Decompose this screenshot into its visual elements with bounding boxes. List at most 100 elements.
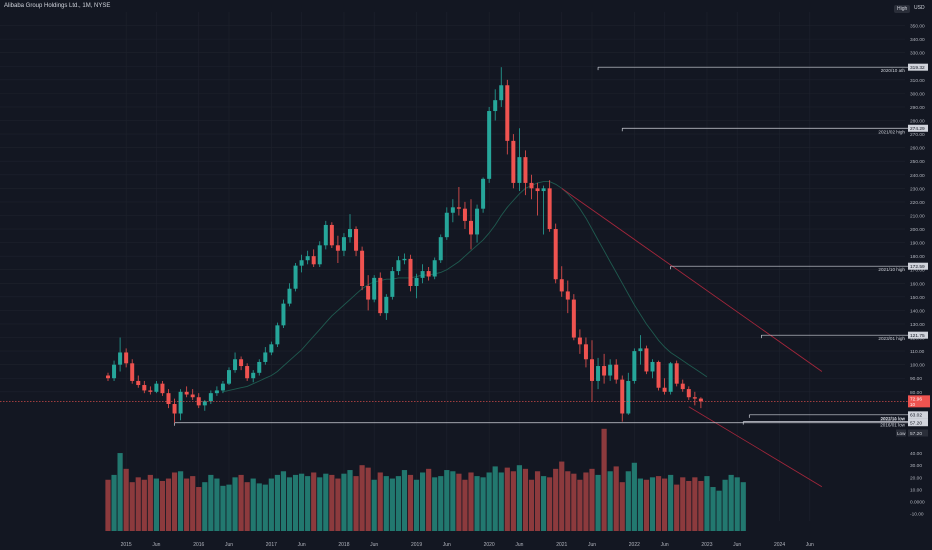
price-tick-label: 150.00 [910, 295, 925, 301]
candle-body [680, 383, 685, 390]
candle-body [692, 397, 697, 399]
volume-bar [208, 474, 214, 531]
price-tick-label: 110.00 [910, 349, 925, 355]
volume-bar [371, 479, 377, 531]
volume-bar [541, 476, 547, 531]
candle-body [668, 363, 673, 392]
volume-bar [117, 453, 123, 531]
currency-label[interactable]: USD [914, 5, 925, 11]
volume-bar [601, 428, 607, 531]
level-lines: 2020/10 ath 2021/02 high 2021/10 high 2023/… [174, 66, 908, 428]
time-tick-label: 2017 [266, 542, 277, 548]
level-label: 2021/02 high [878, 129, 905, 134]
candle-body [462, 208, 467, 221]
time-axis[interactable]: 2015 Jun 2016 Jun 2017 Jun 2018 Jun 2019 Jun 2020 J… [121, 542, 814, 548]
volume-bar [359, 465, 365, 531]
time-tick-label: Jun [152, 542, 160, 548]
volume-bar [686, 480, 692, 531]
candle-body [317, 245, 322, 265]
price-tick-label: 310.00 [910, 78, 925, 84]
candle-body [305, 256, 310, 261]
time-tick-label: 2015 [121, 542, 132, 548]
candle-body [614, 364, 619, 380]
level-label: 2023/01 high [878, 336, 905, 341]
candle-body [644, 348, 649, 372]
candle-body [626, 380, 631, 414]
candle-body [583, 344, 588, 360]
candle-body [565, 291, 570, 300]
candle-body [148, 390, 153, 392]
candle-body [650, 361, 655, 372]
level-price-tag-text: 274.29 [910, 126, 925, 132]
trend-lines [561, 187, 823, 488]
volume-bar [292, 474, 299, 531]
volume-bar [190, 476, 196, 531]
time-tick-label: 2016 [193, 542, 204, 548]
volume-bar [335, 478, 341, 531]
price-tick-label: 220.00 [910, 200, 925, 206]
volume-bar [401, 470, 408, 531]
candle-body [456, 207, 461, 209]
candle-body [299, 260, 304, 266]
volume-bar [153, 478, 159, 531]
candle-body [172, 404, 177, 414]
candle-body [517, 157, 522, 183]
volume-bar [668, 474, 674, 531]
price-tick-label: 100.00 [910, 363, 925, 369]
candle-body [469, 220, 473, 235]
volume-bar [480, 477, 486, 531]
candle-body [487, 111, 492, 179]
volume-bar [268, 478, 274, 531]
candle-body [372, 277, 377, 300]
candle-body [553, 229, 558, 280]
candle-body [577, 337, 582, 345]
candle-body [214, 390, 219, 394]
candle-body [220, 383, 225, 391]
candle-body [414, 277, 419, 286]
candle-body [112, 364, 117, 379]
level-price-tag-text: 63.02 [910, 413, 922, 419]
time-tick-label: Jun [443, 542, 451, 548]
candle-body [674, 363, 679, 384]
candle-body [130, 363, 135, 381]
level-price-tag-text: 172.59 [910, 264, 925, 270]
volume-bar [299, 473, 305, 531]
candle-body [602, 366, 607, 376]
volume-bar [637, 478, 643, 531]
candle-body [263, 352, 268, 362]
price-tick-label: 240.00 [910, 173, 925, 179]
volume-bar [577, 479, 583, 531]
candle-body [541, 188, 546, 192]
level-price-tag [908, 331, 928, 339]
volume-bar [474, 476, 480, 531]
volume-bar [553, 468, 559, 531]
candle-body [402, 258, 407, 261]
candle-body [438, 237, 443, 261]
moving-average [222, 181, 708, 393]
time-tick-label: 2019 [411, 542, 422, 548]
price-source-badge[interactable]: High [894, 5, 911, 13]
candle-body [329, 224, 334, 246]
volume-bar [692, 477, 698, 531]
price-tick-label: 350.00 [910, 24, 925, 30]
candle-body [275, 325, 280, 345]
volume-bar [456, 473, 462, 531]
candle-body [142, 385, 147, 391]
time-tick-label: 2020 [484, 542, 495, 548]
volume-bar [311, 472, 317, 531]
candle-body [620, 379, 625, 414]
time-tick-label: Jun [370, 542, 378, 548]
candle-body [590, 359, 594, 381]
volume-bar [716, 490, 722, 531]
candle-body [511, 140, 516, 183]
volume-bar [643, 479, 650, 531]
level-label: 2021/10 high [878, 267, 905, 272]
volume-bar [444, 470, 450, 531]
price-tick-label: 290.00 [910, 105, 925, 111]
volume-bar [341, 473, 347, 531]
candle-body [444, 212, 449, 238]
candle-body [287, 288, 292, 304]
last-price-tag [908, 395, 930, 408]
candle-body [529, 182, 534, 189]
